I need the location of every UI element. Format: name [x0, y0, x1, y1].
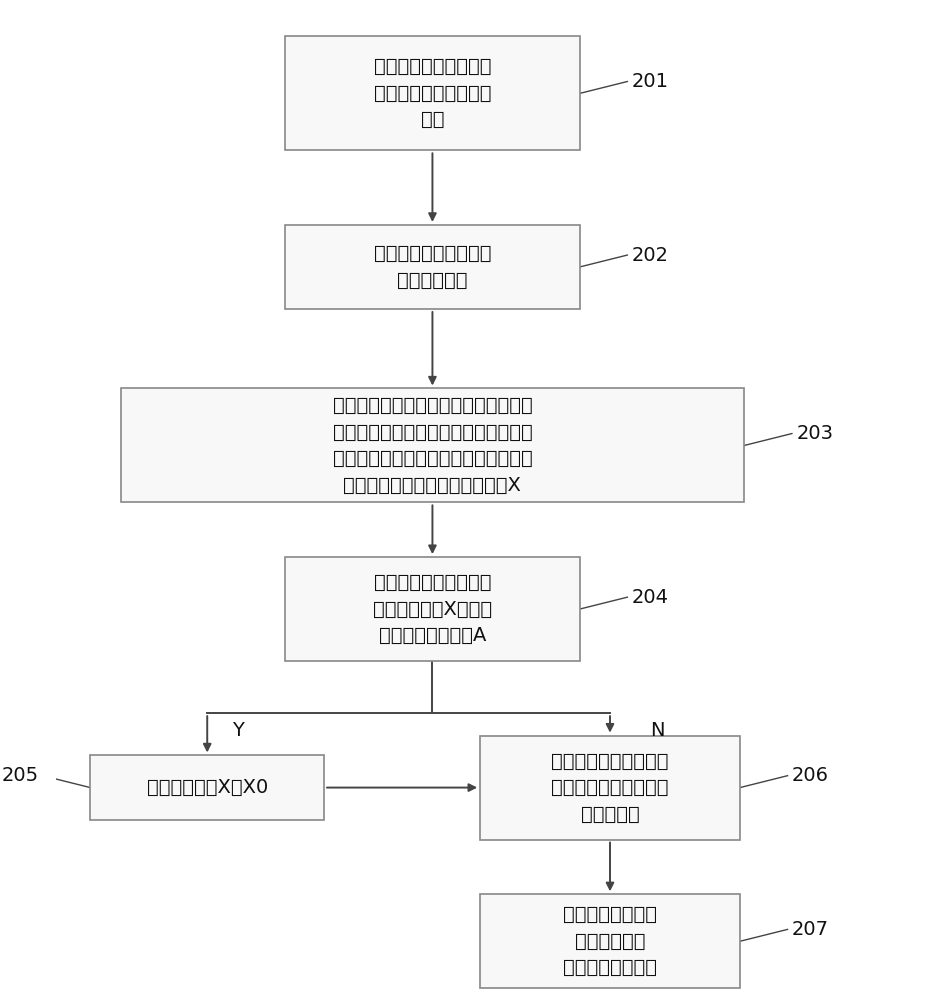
Text: 207: 207	[792, 920, 829, 939]
Bar	[480, 894, 740, 988]
Text: 对每个预设时间段内的
所有应用图标的点击次
数进行排序: 对每个预设时间段内的 所有应用图标的点击次 数进行排序	[551, 752, 669, 824]
Bar	[91, 755, 324, 820]
Text: 实时记录桌面应用图标
在预设时间段内的点击
次数: 实时记录桌面应用图标 在预设时间段内的点击 次数	[374, 57, 491, 129]
Bar	[285, 36, 580, 150]
Text: 根据算法修正X为X0: 根据算法修正X为X0	[146, 778, 268, 797]
Bar	[285, 557, 580, 661]
Text: 204: 204	[632, 588, 669, 607]
Text: 判断所述当前预设时间
段的点击次数X是否大
于点击次数临界值A: 判断所述当前预设时间 段的点击次数X是否大 于点击次数临界值A	[373, 573, 492, 645]
Text: 205: 205	[1, 766, 38, 785]
Text: 203: 203	[796, 424, 833, 443]
Text: 将应用图标在包括当前预设时间段、与
当前预设时间段相邻的两个时间段在内
的三个预设时间段的点击次数相加，并
作为当前预设时间段的点击次数X: 将应用图标在包括当前预设时间段、与 当前预设时间段相邻的两个时间段在内 的三个预…	[332, 396, 532, 495]
Text: 根据所述记录更新预先
存储的数据库: 根据所述记录更新预先 存储的数据库	[374, 244, 491, 290]
Text: 202: 202	[632, 246, 669, 265]
Text: N: N	[650, 721, 665, 740]
Bar	[120, 388, 745, 502]
Text: 根据前述排序排列
所有应用图标
在桌面的显示位置: 根据前述排序排列 所有应用图标 在桌面的显示位置	[563, 905, 657, 977]
Bar	[285, 225, 580, 309]
Text: 201: 201	[632, 72, 669, 91]
Bar	[480, 736, 740, 840]
Text: 206: 206	[792, 766, 829, 785]
Text: Y: Y	[232, 721, 244, 740]
